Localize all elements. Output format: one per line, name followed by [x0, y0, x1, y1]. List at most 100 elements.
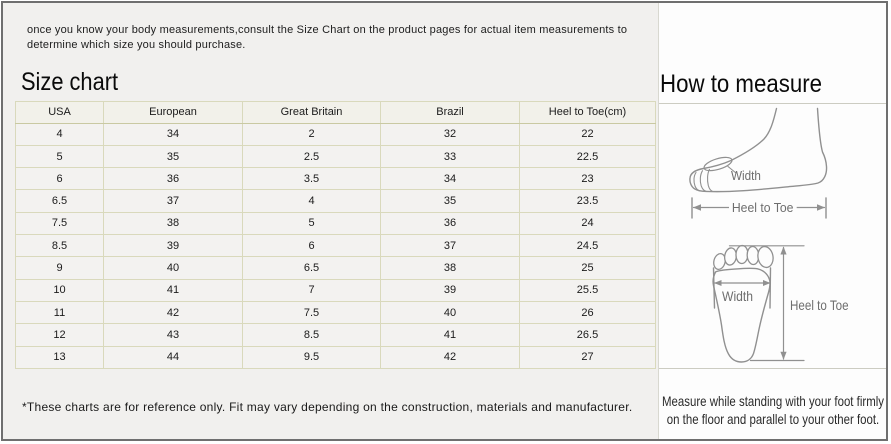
- table-cell: 13: [15, 345, 104, 369]
- table-cell: 22.5: [519, 144, 656, 169]
- column-header: European: [103, 101, 243, 124]
- side-toe-detail-2: [699, 170, 707, 192]
- table-row: 9 40 6.5 38 25: [15, 256, 656, 280]
- table-row: 6.5 37 4 35 23.5: [15, 189, 656, 213]
- side-view-heel-to-toe-label: Heel to Toe: [729, 200, 797, 215]
- table-cell: 25: [519, 256, 656, 280]
- table-cell: 39: [380, 278, 520, 302]
- table-cell: 24.5: [519, 234, 656, 258]
- top-view-width-label: Width: [722, 288, 754, 304]
- foot-diagrams: [689, 107, 828, 363]
- side-measure-arrow-left: [693, 204, 701, 211]
- table-cell: 39: [103, 234, 243, 258]
- side-toe-detail-1: [693, 171, 701, 192]
- table-cell: 42: [103, 300, 243, 325]
- reference-note: *These charts are for reference only. Fi…: [22, 400, 633, 414]
- table-cell: 38: [103, 211, 243, 236]
- top-foot-sole: [712, 267, 771, 363]
- table-cell: 36: [380, 211, 520, 236]
- table-cell: 24: [519, 211, 656, 236]
- column-header: USA: [15, 101, 104, 124]
- panel-divider-bottom: [659, 368, 888, 369]
- table-cell: 26.5: [519, 323, 656, 347]
- table-cell: 41: [380, 323, 520, 347]
- size-conversion-table: USA European Great Britain Brazil Heel to To…: [15, 101, 656, 369]
- table-cell: 7.5: [242, 300, 381, 325]
- intro-paragraph: once you know your body measurements,con…: [27, 23, 657, 54]
- table-cell: 10: [15, 278, 104, 302]
- table-cell: 34: [103, 122, 243, 146]
- top-width-tick-left: [712, 267, 716, 309]
- table-cell: 6: [242, 234, 381, 258]
- table-cell: 41: [103, 278, 243, 302]
- table-header: USA European Great Britain Brazil Heel to To…: [15, 101, 656, 124]
- table-cell: 4: [15, 122, 104, 146]
- table-cell: 38: [380, 256, 520, 280]
- column-header: Heel to Toe(cm): [519, 101, 656, 124]
- intro-line1: once you know your body measurements,con…: [27, 23, 628, 36]
- column-header: Brazil: [380, 101, 520, 124]
- table-cell: 44: [103, 345, 243, 369]
- table-cell: 34: [380, 167, 520, 191]
- table-cell: 35: [380, 189, 520, 213]
- side-width-leader-line: [727, 165, 737, 174]
- table-cell: 40: [380, 300, 520, 325]
- side-measure-arrow-right: [817, 204, 825, 211]
- table-row: 5 35 2.5 33 22.5: [15, 144, 656, 169]
- table-cell: 6: [15, 167, 104, 191]
- table-row: 12 43 8.5 41 26.5: [15, 323, 656, 347]
- table-cell: 33: [380, 144, 520, 169]
- table-cell: 4: [242, 189, 381, 213]
- table-cell: 23.5: [519, 189, 656, 213]
- table-cell: 36: [103, 167, 243, 191]
- measuring-instructions: Measure while standing with your foot fi…: [650, 392, 891, 429]
- top-width-arrow-right: [763, 280, 771, 286]
- table-row: 4 34 2 32 22: [15, 122, 656, 146]
- table-cell: 7: [242, 278, 381, 302]
- table-row: 8.5 39 6 37 24.5: [15, 234, 656, 258]
- table-cell: 12: [15, 323, 104, 347]
- table-row: 11 42 7.5 40 26: [15, 300, 656, 325]
- table-cell: 37: [103, 189, 243, 213]
- table-header-row: USA European Great Britain Brazil Heel to To…: [15, 101, 656, 124]
- table-row: 7.5 38 5 36 24: [15, 211, 656, 236]
- table-cell: 22: [519, 122, 656, 146]
- top-view-heel-to-toe-label: Heel to Toe: [790, 297, 849, 313]
- table-cell: 8.5: [15, 234, 104, 258]
- table-cell: 43: [103, 323, 243, 347]
- top-width-arrow-left: [714, 280, 722, 286]
- caption-line1: Measure while standing with your foot fi…: [661, 392, 885, 409]
- table-cell: 5: [15, 144, 104, 169]
- top-heel-arrow-down: [780, 351, 787, 360]
- top-toe-pinky: [713, 252, 726, 271]
- table-cell: 5: [242, 211, 381, 236]
- table-cell: 11: [15, 300, 104, 325]
- top-width-tick-right: [769, 267, 772, 309]
- table-cell: 3.5: [242, 167, 381, 191]
- size-chart-title: Size chart: [21, 68, 119, 96]
- intro-line2: determine which size you should purchase…: [27, 39, 246, 51]
- table-cell: 27: [519, 345, 656, 369]
- caption-line2: on the floor and parallel to your other …: [666, 411, 880, 428]
- table-cell: 6.5: [242, 256, 381, 280]
- table-cell: 40: [103, 256, 243, 280]
- table-cell: 26: [519, 300, 656, 325]
- side-view-width-label: Width: [731, 168, 761, 183]
- column-header: Great Britain: [242, 101, 381, 124]
- table-cell: 6.5: [15, 189, 104, 213]
- side-toe-detail-3: [706, 168, 714, 192]
- table-cell: 32: [380, 122, 520, 146]
- panel-divider-top: [659, 103, 888, 104]
- table-body: 4 34 2 32 22 5 35 2.5 33 22.5 6 36 3.5 34 23 6.5 37 4 35 23…: [15, 122, 656, 369]
- table-cell: 8.5: [242, 323, 381, 347]
- table-cell: 9: [15, 256, 104, 280]
- side-width-girth-ellipse: [703, 156, 733, 172]
- table-cell: 37: [380, 234, 520, 258]
- table-cell: 35: [103, 144, 243, 169]
- top-toe-big: [757, 245, 774, 269]
- table-row: 10 41 7 39 25.5: [15, 278, 656, 302]
- top-heel-arrow-up: [780, 246, 787, 255]
- table-cell: 7.5: [15, 211, 104, 236]
- table-cell: 25.5: [519, 278, 656, 302]
